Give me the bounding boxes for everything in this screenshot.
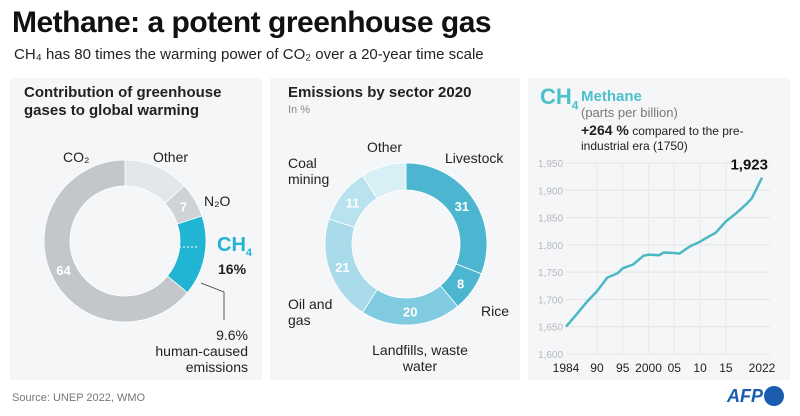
y-tick-label: 1,900	[538, 186, 563, 197]
x-tick-label: 2022	[749, 361, 776, 375]
y-tick-label: 1,600	[538, 350, 563, 361]
donut-slice-0	[405, 162, 488, 275]
x-tick-label: 1984	[553, 361, 580, 375]
slice-value-label: 7	[180, 199, 187, 214]
label-landfills: Landfills, waste water	[372, 342, 468, 374]
slice-value-label: 8	[457, 277, 464, 292]
x-tick-label: 05	[668, 361, 682, 375]
afp-logo-text: AFP	[727, 386, 763, 406]
note-bold: +264 %	[581, 122, 629, 138]
label-coal: Coal mining	[288, 155, 330, 187]
label-ch4-value: 16%	[218, 261, 247, 277]
source: Source: UNEP 2022, WMO	[12, 392, 146, 404]
ch4-formula: CH4	[540, 84, 578, 112]
slice-value-label: 21	[335, 260, 349, 275]
label-livestock: Livestock	[445, 150, 504, 166]
page-title: Methane: a potent greenhouse gas	[12, 6, 492, 39]
ch4-label-sub: 4	[245, 247, 253, 259]
x-tick-label: 10	[693, 361, 707, 375]
ch4-sub: 4	[571, 98, 579, 113]
page-subtitle: CH₄ has 80 times the warming power of CO…	[14, 46, 484, 63]
last-value-label: 1,923	[730, 157, 768, 174]
methane-title: Methane	[581, 88, 642, 105]
y-tick-label: 1,750	[538, 268, 563, 279]
methane-unit: (parts per billion)	[581, 105, 678, 120]
afp-logo-circle	[764, 386, 784, 406]
sectors-title: Emissions by sector 2020	[288, 84, 472, 101]
y-tick-label: 1,850	[538, 214, 563, 225]
y-tick-label: 1,950	[538, 159, 563, 170]
y-tick-label: 1,650	[538, 323, 563, 334]
methane-line	[565, 177, 764, 328]
label-oil-gas: Oil and gas	[288, 296, 333, 328]
sectors-unit: In %	[288, 104, 311, 116]
label-rice: Rice	[481, 303, 510, 319]
x-tick-label: 90	[590, 361, 604, 375]
x-tick-label: 15	[719, 361, 733, 375]
donut-slice-3	[43, 159, 188, 323]
ch4-text: CH	[540, 84, 572, 109]
annotation-value: 9.6%	[216, 327, 248, 343]
slice-value-label: 11	[346, 196, 360, 211]
panel-methane: CH4 Methane (parts per billion) +264 % c…	[528, 78, 790, 380]
x-tick-label: 2000	[635, 361, 662, 375]
label-ch4: CH4	[217, 234, 252, 259]
slice-value-label: 20	[403, 304, 417, 319]
y-tick-label: 1,800	[538, 241, 563, 252]
label-co2: CO₂	[63, 149, 90, 165]
contribution-title: Contribution of greenhouse gases to glob…	[24, 84, 222, 119]
donut-slice-5	[362, 162, 407, 199]
label-other: Other	[153, 149, 189, 165]
label-sector-other: Other	[367, 139, 403, 155]
note-text: compared to the pre-industrial era (1750…	[581, 124, 744, 153]
afp-logo: AFP	[727, 386, 784, 407]
annotation-leader	[200, 282, 225, 320]
slice-value-label: 64	[56, 263, 71, 278]
ch4-label-text: CH	[217, 234, 246, 256]
slice-value-label: 31	[455, 199, 469, 214]
y-tick-label: 1,700	[538, 295, 563, 306]
methane-note: +264 % compared to the pre-industrial er…	[581, 123, 751, 154]
x-tick-label: 95	[616, 361, 630, 375]
annotation-text: human-caused emissions	[155, 343, 248, 375]
label-n2o: N₂O	[204, 193, 231, 209]
